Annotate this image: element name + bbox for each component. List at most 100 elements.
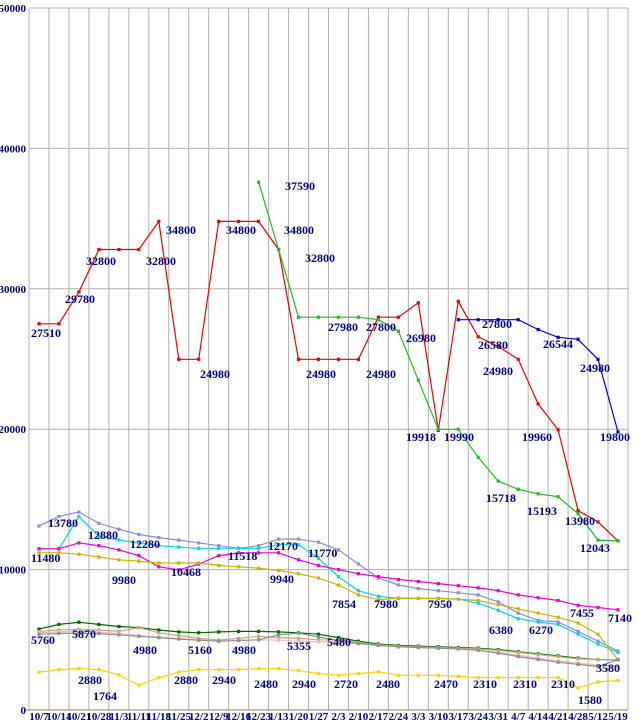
data-point-marker <box>456 591 460 595</box>
data-point-marker <box>117 629 121 633</box>
data-point-marker <box>57 668 61 672</box>
y-tick-label: 30000 <box>0 284 27 296</box>
data-point-marker <box>37 524 41 528</box>
x-tick-label: 3/24 <box>468 711 488 720</box>
data-point-marker <box>316 632 321 636</box>
y-axis-tick-labels: 0 10000 20000 30000 40000 50000 <box>0 3 27 717</box>
data-point-marker <box>316 540 321 544</box>
data-point-marker <box>556 620 560 624</box>
data-point-marker <box>157 561 161 565</box>
data-point-marker <box>37 547 41 551</box>
data-point-marker <box>217 563 221 567</box>
data-point-marker <box>177 538 181 542</box>
data-point-marker <box>37 627 41 631</box>
data-point-marker <box>516 650 520 654</box>
data-point-label: 19990 <box>444 430 474 444</box>
data-point-marker <box>496 589 500 593</box>
series-lines <box>37 180 620 690</box>
data-point-marker <box>416 579 420 584</box>
data-point-marker <box>97 521 101 525</box>
data-point-marker <box>336 315 341 319</box>
data-point-marker <box>296 669 301 673</box>
data-point-marker <box>576 603 580 607</box>
data-point-marker <box>536 657 540 662</box>
data-point-label: 12880 <box>88 528 118 542</box>
data-point-label: 2480 <box>254 677 278 691</box>
data-point-marker <box>316 576 321 580</box>
data-point-marker <box>137 532 141 537</box>
data-point-marker <box>197 546 201 550</box>
x-tick-label: 5/19 <box>608 711 628 720</box>
line-path <box>38 632 619 668</box>
data-point-marker <box>296 315 301 319</box>
data-point-marker <box>536 620 540 624</box>
data-point-marker <box>77 631 81 635</box>
y-tick-label: 40000 <box>0 143 27 155</box>
x-tick-label: 11/11 <box>127 711 151 720</box>
data-point-marker <box>97 247 101 252</box>
data-point-marker <box>277 667 281 671</box>
data-point-marker <box>197 636 201 640</box>
data-point-marker <box>516 676 520 680</box>
data-point-marker <box>496 651 500 655</box>
data-point-label: 3580 <box>596 661 620 675</box>
data-point-label: 4980 <box>232 643 256 657</box>
data-point-marker <box>97 630 101 634</box>
data-point-marker <box>336 357 341 361</box>
data-point-marker <box>316 357 321 361</box>
data-point-marker <box>596 605 600 610</box>
data-point-marker <box>536 596 540 600</box>
data-point-label: 34800 <box>166 223 196 237</box>
data-point-marker <box>296 636 301 640</box>
data-point-marker <box>57 622 61 626</box>
data-point-label: 32800 <box>305 251 335 265</box>
data-point-marker <box>496 344 500 348</box>
data-point-marker <box>596 642 600 646</box>
x-tick-label: 4/14 <box>528 711 548 720</box>
data-point-label: 5355 <box>287 639 311 653</box>
data-point-marker <box>336 641 341 645</box>
data-point-marker <box>137 247 141 252</box>
x-tick-label: 10/14 <box>46 711 72 720</box>
x-tick-label: 10/28 <box>86 711 112 720</box>
data-point-marker <box>77 290 81 294</box>
line-path <box>38 667 619 689</box>
data-point-label: 12280 <box>130 537 160 551</box>
data-point-marker <box>356 671 360 676</box>
data-point-marker <box>596 538 600 542</box>
data-point-label: 12170 <box>268 539 298 553</box>
data-point-marker <box>277 630 281 634</box>
data-point-marker <box>177 670 181 674</box>
data-point-marker <box>436 589 440 593</box>
data-point-marker <box>37 632 41 636</box>
data-point-marker <box>257 551 261 555</box>
x-tick-label: 5/12 <box>588 711 608 720</box>
data-point-marker <box>476 335 480 339</box>
data-point-marker <box>117 673 121 677</box>
data-point-marker <box>217 639 221 643</box>
data-point-marker <box>396 315 400 319</box>
data-point-marker <box>376 575 380 579</box>
data-point-marker <box>336 575 341 579</box>
data-point-marker <box>336 636 341 640</box>
data-point-label: 12043 <box>580 541 610 555</box>
data-point-marker <box>516 607 520 611</box>
data-point-label: 11518 <box>228 549 257 563</box>
data-point-label: 29780 <box>65 292 95 306</box>
data-point-marker <box>596 357 600 361</box>
data-point-marker <box>257 638 261 642</box>
y-tick-label: 10000 <box>0 565 27 577</box>
series-series-yellow <box>37 667 620 690</box>
data-point-marker <box>596 520 600 524</box>
line-path <box>38 511 619 652</box>
data-point-label: 5760 <box>31 633 55 647</box>
data-point-marker <box>277 537 281 541</box>
data-point-label: 10468 <box>171 565 201 579</box>
data-point-marker <box>97 632 101 636</box>
data-point-marker <box>616 430 620 434</box>
data-point-marker <box>316 563 321 567</box>
data-point-marker <box>496 318 500 322</box>
data-point-marker <box>336 583 341 587</box>
data-point-marker <box>57 322 61 326</box>
data-point-marker <box>476 586 480 590</box>
